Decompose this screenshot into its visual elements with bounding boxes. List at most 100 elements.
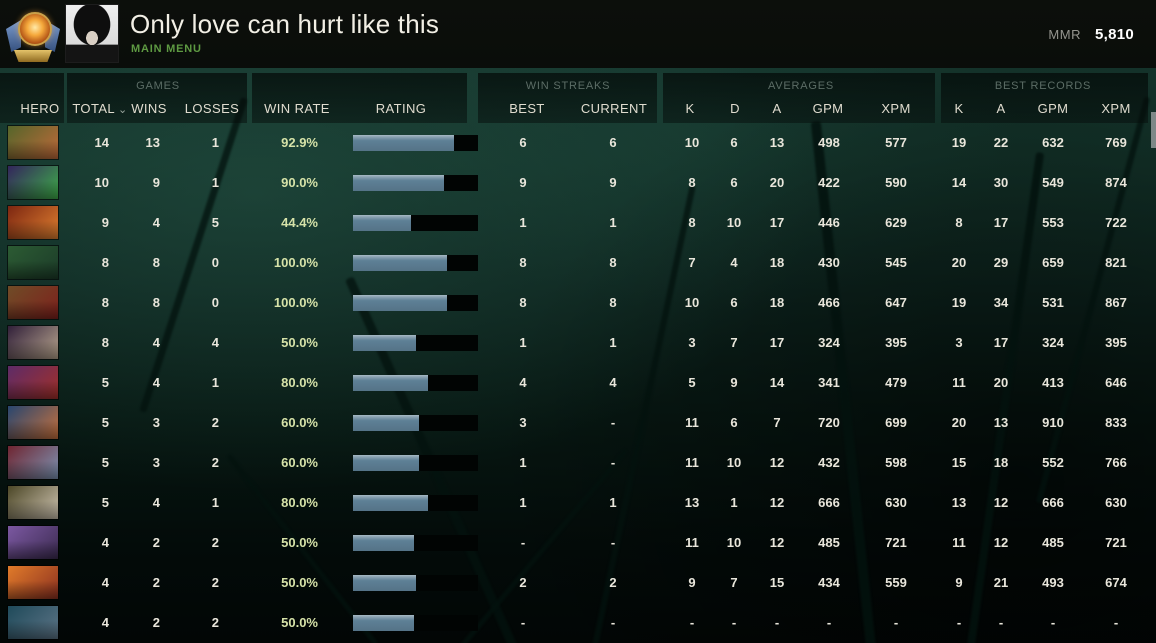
column-header-win-rate[interactable]: WIN RATE: [264, 101, 330, 116]
hero-portrait[interactable]: [7, 205, 59, 240]
rating-bar: [353, 135, 478, 151]
column-header-hero[interactable]: HERO: [20, 101, 60, 116]
mmr-value: 5,810: [1094, 26, 1134, 43]
best-kills-cell: 8: [955, 215, 963, 230]
best-xpm-cell: -: [1113, 615, 1119, 630]
win-rate-cell: 50.0%: [281, 575, 318, 590]
rating-bar: [353, 615, 478, 631]
best-gpm-cell: 659: [1042, 255, 1064, 270]
best-gpm-cell: 910: [1042, 415, 1064, 430]
table-row[interactable]: 5 4 1 80.0% 1 1 13 1 12 666 630 13 12 66…: [0, 483, 1156, 523]
losses-cell: 0: [211, 255, 219, 270]
table-row[interactable]: 4 2 2 50.0% - - - - - - - - - - -: [0, 603, 1156, 643]
avg-kills-cell: -: [689, 615, 695, 630]
avg-gpm-cell: 430: [818, 255, 840, 270]
hero-portrait[interactable]: [7, 125, 59, 160]
table-row[interactable]: 9 4 5 44.4% 1 1 8 10 17 446 629 8 17 553…: [0, 203, 1156, 243]
avg-kills-cell: 10: [684, 295, 700, 310]
rating-bar: [353, 415, 478, 431]
table-row[interactable]: 4 2 2 50.0% 2 2 9 7 15 434 559 9 21 493 …: [0, 563, 1156, 603]
column-header-wins[interactable]: WINS: [131, 101, 167, 116]
streak-best-cell: 1: [519, 335, 527, 350]
table-row[interactable]: 8 4 4 50.0% 1 1 3 7 17 324 395 3 17 324 …: [0, 323, 1156, 363]
column-header-avg-xpm[interactable]: XPM: [881, 101, 911, 116]
avg-assists-cell: 17: [769, 335, 785, 350]
hero-portrait[interactable]: [7, 445, 59, 480]
table-row[interactable]: 4 2 2 50.0% - - 11 10 12 485 721 11 12 4…: [0, 523, 1156, 563]
hero-portrait[interactable]: [7, 605, 59, 640]
losses-cell: 1: [211, 495, 219, 510]
rating-bar: [353, 455, 478, 471]
column-header-streak-current[interactable]: CURRENT: [580, 101, 648, 116]
wins-cell: 13: [145, 135, 160, 150]
best-gpm-cell: 549: [1042, 175, 1064, 190]
scrollbar-thumb[interactable]: [1151, 112, 1156, 148]
table-row[interactable]: 8 8 0 100.0% 8 8 10 6 18 466 647 19 34 5…: [0, 283, 1156, 323]
best-assists-cell: 30: [993, 175, 1009, 190]
avg-gpm-cell: 485: [818, 535, 840, 550]
avg-gpm-cell: 324: [818, 335, 840, 350]
total-cell: 14: [94, 135, 109, 150]
hero-portrait[interactable]: [7, 405, 59, 440]
losses-cell: 2: [211, 575, 219, 590]
header-panel-rating: [252, 73, 467, 123]
rating-bar-fill: [353, 575, 416, 591]
table-row[interactable]: 14 13 1 92.9% 6 6 10 6 13 498 577 19 22 …: [0, 123, 1156, 163]
total-cell: 8: [101, 255, 109, 270]
hero-portrait[interactable]: [7, 245, 59, 280]
streak-best-cell: 1: [519, 215, 527, 230]
total-cell: 8: [101, 295, 109, 310]
header-panel-hero: [0, 73, 64, 123]
hero-portrait[interactable]: [7, 285, 59, 320]
column-header-streak-best[interactable]: BEST: [509, 101, 545, 116]
header-panel-streaks: [478, 73, 657, 123]
best-kills-cell: -: [956, 615, 962, 630]
wins-cell: 3: [152, 415, 160, 430]
column-header-best-xpm[interactable]: XPM: [1101, 101, 1131, 116]
streak-current-cell: -: [610, 415, 616, 430]
column-header-avg-d[interactable]: D: [730, 101, 740, 116]
avg-xpm-cell: 630: [885, 495, 907, 510]
column-header-losses[interactable]: LOSSES: [184, 101, 240, 116]
avg-assists-cell: 12: [769, 455, 785, 470]
win-rate-cell: 90.0%: [281, 175, 318, 190]
wins-cell: 4: [152, 495, 160, 510]
best-assists-cell: 12: [993, 495, 1009, 510]
hero-portrait[interactable]: [7, 485, 59, 520]
rating-bar: [353, 535, 478, 551]
losses-cell: 2: [211, 415, 219, 430]
rating-bar-fill: [353, 255, 447, 271]
avg-gpm-cell: 466: [818, 295, 840, 310]
best-assists-cell: 22: [993, 135, 1009, 150]
hero-portrait[interactable]: [7, 165, 59, 200]
column-header-avg-gpm[interactable]: GPM: [812, 101, 844, 116]
table-row[interactable]: 10 9 1 90.0% 9 9 8 6 20 422 590 14 30 54…: [0, 163, 1156, 203]
column-header-best-k[interactable]: K: [954, 101, 964, 116]
hero-portrait[interactable]: [7, 325, 59, 360]
avg-gpm-cell: 434: [818, 575, 840, 590]
avatar[interactable]: [65, 4, 119, 63]
win-rate-cell: 44.4%: [281, 215, 318, 230]
column-header-total[interactable]: TOTAL ⌄: [69, 101, 131, 116]
column-header-best-gpm[interactable]: GPM: [1037, 101, 1069, 116]
hero-portrait[interactable]: [7, 525, 59, 560]
best-gpm-cell: 485: [1042, 535, 1064, 550]
best-gpm-cell: 632: [1042, 135, 1064, 150]
column-header-avg-k[interactable]: K: [685, 101, 695, 116]
win-rate-cell: 80.0%: [281, 375, 318, 390]
avg-deaths-cell: 10: [726, 455, 742, 470]
hero-portrait[interactable]: [7, 565, 59, 600]
column-header-best-a[interactable]: A: [996, 101, 1006, 116]
table-row[interactable]: 8 8 0 100.0% 8 8 7 4 18 430 545 20 29 65…: [0, 243, 1156, 283]
column-header-rating[interactable]: RATING: [375, 101, 427, 116]
wins-cell: 8: [152, 295, 160, 310]
hero-portrait[interactable]: [7, 365, 59, 400]
avg-deaths-cell: 1: [730, 495, 738, 510]
best-kills-cell: 20: [951, 255, 967, 270]
column-header-avg-a[interactable]: A: [772, 101, 782, 116]
table-row[interactable]: 5 4 1 80.0% 4 4 5 9 14 341 479 11 20 413…: [0, 363, 1156, 403]
player-name: Only love can hurt like this: [130, 9, 440, 39]
losses-cell: 2: [211, 455, 219, 470]
table-row[interactable]: 5 3 2 60.0% 3 - 11 6 7 720 699 20 13 910…: [0, 403, 1156, 443]
table-row[interactable]: 5 3 2 60.0% 1 - 11 10 12 432 598 15 18 5…: [0, 443, 1156, 483]
